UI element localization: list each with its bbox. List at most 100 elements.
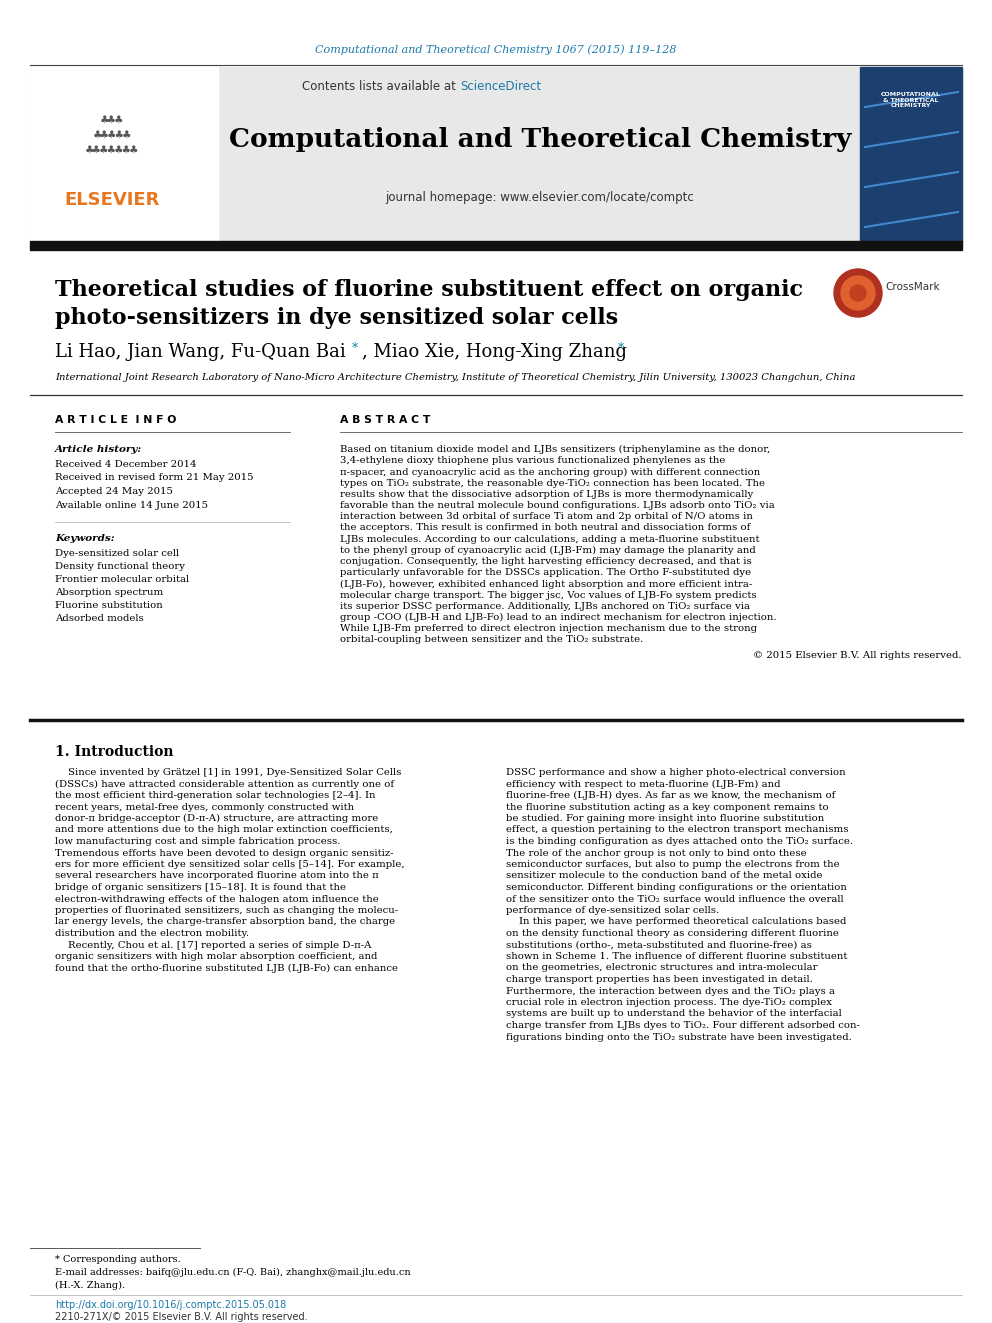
Text: shown in Scheme 1. The influence of different fluorine substituent: shown in Scheme 1. The influence of diff… xyxy=(506,953,847,960)
Text: interaction between 3d orbital of surface Ti atom and 2p orbital of N/O atoms in: interaction between 3d orbital of surfac… xyxy=(340,512,753,521)
Bar xyxy=(860,67,962,242)
Text: on the density functional theory as considering different fluorine: on the density functional theory as cons… xyxy=(506,929,839,938)
Text: Computational and Theoretical Chemistry: Computational and Theoretical Chemistry xyxy=(229,127,851,152)
Text: semiconductor surfaces, but also to pump the electrons from the: semiconductor surfaces, but also to pump… xyxy=(506,860,839,869)
Text: Received in revised form 21 May 2015: Received in revised form 21 May 2015 xyxy=(55,474,254,483)
Text: particularly unfavorable for the DSSCs application. The Ortho F-substituted dye: particularly unfavorable for the DSSCs a… xyxy=(340,568,751,577)
Text: distribution and the electron mobility.: distribution and the electron mobility. xyxy=(55,929,249,938)
Text: several researchers have incorporated fluorine atom into the π: several researchers have incorporated fl… xyxy=(55,872,379,881)
Circle shape xyxy=(834,269,882,318)
Text: group -COO (LJB-H and LJB-Fo) lead to an indirect mechanism for electron injecti: group -COO (LJB-H and LJB-Fo) lead to an… xyxy=(340,613,777,622)
Text: (H.-X. Zhang).: (H.-X. Zhang). xyxy=(55,1281,125,1290)
Text: charge transfer from LJBs dyes to TiO₂. Four different adsorbed con-: charge transfer from LJBs dyes to TiO₂. … xyxy=(506,1021,860,1031)
Text: charge transport properties has been investigated in detail.: charge transport properties has been inv… xyxy=(506,975,812,984)
Text: the acceptors. This result is confirmed in both neutral and dissociation forms o: the acceptors. This result is confirmed … xyxy=(340,524,750,532)
Text: Contents lists available at: Contents lists available at xyxy=(303,81,460,94)
Text: properties of fluorinated sensitizers, such as changing the molecu-: properties of fluorinated sensitizers, s… xyxy=(55,906,398,916)
Text: π-spacer, and cyanoacrylic acid as the anchoring group) with different connectio: π-spacer, and cyanoacrylic acid as the a… xyxy=(340,467,760,476)
Text: its superior DSSC performance. Additionally, LJBs anchored on TiO₂ surface via: its superior DSSC performance. Additiona… xyxy=(340,602,750,611)
Text: effect, a question pertaining to the electron transport mechanisms: effect, a question pertaining to the ele… xyxy=(506,826,848,835)
Text: http://dx.doi.org/10.1016/j.comptc.2015.05.018: http://dx.doi.org/10.1016/j.comptc.2015.… xyxy=(55,1301,287,1310)
Text: fluorine-free (LJB-H) dyes. As far as we know, the mechanism of: fluorine-free (LJB-H) dyes. As far as we… xyxy=(506,791,835,800)
Bar xyxy=(30,67,218,242)
Circle shape xyxy=(841,277,875,310)
Text: Dye-sensitized solar cell: Dye-sensitized solar cell xyxy=(55,549,180,558)
Text: ELSEVIER: ELSEVIER xyxy=(64,191,160,209)
Text: LJBs molecules. According to our calculations, adding a meta-fluorine substituen: LJBs molecules. According to our calcula… xyxy=(340,534,760,544)
Text: bridge of organic sensitizers [15–18]. It is found that the: bridge of organic sensitizers [15–18]. I… xyxy=(55,882,346,892)
Text: 1. Introduction: 1. Introduction xyxy=(55,745,174,759)
Text: Accepted 24 May 2015: Accepted 24 May 2015 xyxy=(55,487,173,496)
Text: While LJB-Fm preferred to direct electron injection mechanism due to the strong: While LJB-Fm preferred to direct electro… xyxy=(340,624,757,634)
Text: and more attentions due to the high molar extinction coefficients,: and more attentions due to the high mola… xyxy=(55,826,393,835)
Text: substitutions (ortho-, meta-substituted and fluorine-free) as: substitutions (ortho-, meta-substituted … xyxy=(506,941,811,950)
Text: favorable than the neutral molecule bound configurations. LJBs adsorb onto TiO₂ : favorable than the neutral molecule boun… xyxy=(340,501,775,509)
Text: systems are built up to understand the behavior of the interfacial: systems are built up to understand the b… xyxy=(506,1009,842,1019)
Text: lar energy levels, the charge-transfer absorption band, the charge: lar energy levels, the charge-transfer a… xyxy=(55,917,395,926)
Text: types on TiO₂ substrate, the reasonable dye-TiO₂ connection has been located. Th: types on TiO₂ substrate, the reasonable … xyxy=(340,479,765,488)
Text: In this paper, we have performed theoretical calculations based: In this paper, we have performed theoret… xyxy=(506,917,846,926)
Text: be studied. For gaining more insight into fluorine substitution: be studied. For gaining more insight int… xyxy=(506,814,824,823)
Text: Li Hao, Jian Wang, Fu-Quan Bai: Li Hao, Jian Wang, Fu-Quan Bai xyxy=(55,343,346,361)
Text: Furthermore, the interaction between dyes and the TiO₂ plays a: Furthermore, the interaction between dye… xyxy=(506,987,835,995)
Text: Frontier molecular orbital: Frontier molecular orbital xyxy=(55,576,189,583)
Text: molecular charge transport. The bigger jsc, Voc values of LJB-Fo system predicts: molecular charge transport. The bigger j… xyxy=(340,590,757,599)
Text: low manufacturing cost and simple fabrication process.: low manufacturing cost and simple fabric… xyxy=(55,837,340,845)
Text: efficiency with respect to meta-fluorine (LJB-Fm) and: efficiency with respect to meta-fluorine… xyxy=(506,779,781,789)
Text: Fluorine substitution: Fluorine substitution xyxy=(55,601,163,610)
Text: Theoretical studies of fluorine substituent effect on organic: Theoretical studies of fluorine substitu… xyxy=(55,279,803,302)
Bar xyxy=(30,241,962,250)
Text: * Corresponding authors.: * Corresponding authors. xyxy=(55,1256,181,1263)
Text: Based on titanium dioxide model and LJBs sensitizers (triphenylamine as the dono: Based on titanium dioxide model and LJBs… xyxy=(340,445,770,454)
Text: semiconductor. Different binding configurations or the orientation: semiconductor. Different binding configu… xyxy=(506,882,847,892)
Text: Article history:: Article history: xyxy=(55,445,142,454)
Text: (DSSCs) have attracted considerable attention as currently one of: (DSSCs) have attracted considerable atte… xyxy=(55,779,394,789)
Text: is the binding configuration as dyes attached onto the TiO₂ surface.: is the binding configuration as dyes att… xyxy=(506,837,853,845)
Text: on the geometries, electronic structures and intra-molecular: on the geometries, electronic structures… xyxy=(506,963,817,972)
Text: Computational and Theoretical Chemistry 1067 (2015) 119–128: Computational and Theoretical Chemistry … xyxy=(315,45,677,56)
Text: orbital-coupling between sensitizer and the TiO₂ substrate.: orbital-coupling between sensitizer and … xyxy=(340,635,644,644)
Text: the fluorine substitution acting as a key component remains to: the fluorine substitution acting as a ke… xyxy=(506,803,828,811)
Text: DSSC performance and show a higher photo-electrical conversion: DSSC performance and show a higher photo… xyxy=(506,767,845,777)
Text: , Miao Xie, Hong-Xing Zhang: , Miao Xie, Hong-Xing Zhang xyxy=(362,343,627,361)
Text: figurations binding onto the TiO₂ substrate have been investigated.: figurations binding onto the TiO₂ substr… xyxy=(506,1032,852,1041)
Text: conjugation. Consequently, the light harvesting efficiency decreased, and that i: conjugation. Consequently, the light har… xyxy=(340,557,752,566)
Text: *: * xyxy=(352,341,358,355)
Bar xyxy=(30,67,962,242)
Text: organic sensitizers with high molar absorption coefficient, and: organic sensitizers with high molar abso… xyxy=(55,953,377,960)
Text: Since invented by Grätzel [1] in 1991, Dye-Sensitized Solar Cells: Since invented by Grätzel [1] in 1991, D… xyxy=(55,767,402,777)
Text: crucial role in electron injection process. The dye-TiO₂ complex: crucial role in electron injection proce… xyxy=(506,998,832,1007)
Circle shape xyxy=(850,284,866,302)
Text: ScienceDirect: ScienceDirect xyxy=(460,81,541,94)
Text: sensitizer molecule to the conduction band of the metal oxide: sensitizer molecule to the conduction ba… xyxy=(506,872,822,881)
Text: donor-π bridge-acceptor (D-π-A) structure, are attracting more: donor-π bridge-acceptor (D-π-A) structur… xyxy=(55,814,378,823)
Text: CrossMark: CrossMark xyxy=(885,282,939,292)
Text: A B S T R A C T: A B S T R A C T xyxy=(340,415,431,425)
Text: Received 4 December 2014: Received 4 December 2014 xyxy=(55,460,196,468)
Text: Available online 14 June 2015: Available online 14 June 2015 xyxy=(55,500,208,509)
Text: The role of the anchor group is not only to bind onto these: The role of the anchor group is not only… xyxy=(506,848,806,857)
Text: A R T I C L E  I N F O: A R T I C L E I N F O xyxy=(55,415,177,425)
Text: results show that the dissociative adsorption of LJBs is more thermodynamically: results show that the dissociative adsor… xyxy=(340,490,753,499)
Text: *: * xyxy=(618,341,624,355)
Text: the most efficient third-generation solar technologies [2–4]. In: the most efficient third-generation sola… xyxy=(55,791,376,800)
Text: found that the ortho-fluorine substituted LJB (LJB-Fo) can enhance: found that the ortho-fluorine substitute… xyxy=(55,963,398,972)
Text: recent years, metal-free dyes, commonly constructed with: recent years, metal-free dyes, commonly … xyxy=(55,803,354,811)
Text: E-mail addresses: baifq@jlu.edu.cn (F-Q. Bai), zhanghx@mail.jlu.edu.cn: E-mail addresses: baifq@jlu.edu.cn (F-Q.… xyxy=(55,1267,411,1277)
Text: Recently, Chou et al. [17] reported a series of simple D-π-A: Recently, Chou et al. [17] reported a se… xyxy=(55,941,371,950)
Text: to the phenyl group of cyanoacrylic acid (LJB-Fm) may damage the planarity and: to the phenyl group of cyanoacrylic acid… xyxy=(340,546,756,554)
Text: © 2015 Elsevier B.V. All rights reserved.: © 2015 Elsevier B.V. All rights reserved… xyxy=(753,651,962,660)
Text: performance of dye-sensitized solar cells.: performance of dye-sensitized solar cell… xyxy=(506,906,719,916)
Text: photo-sensitizers in dye sensitized solar cells: photo-sensitizers in dye sensitized sola… xyxy=(55,307,618,329)
Text: ♣♣♣
♣♣♣♣♣
♣♣♣♣♣♣♣: ♣♣♣ ♣♣♣♣♣ ♣♣♣♣♣♣♣ xyxy=(85,114,138,156)
Text: ers for more efficient dye sensitized solar cells [5–14]. For example,: ers for more efficient dye sensitized so… xyxy=(55,860,405,869)
Text: Density functional theory: Density functional theory xyxy=(55,562,185,572)
Text: 2210-271X/© 2015 Elsevier B.V. All rights reserved.: 2210-271X/© 2015 Elsevier B.V. All right… xyxy=(55,1312,308,1322)
Text: 3,4-ethylene dioxy thiophene plus various functionalized phenylenes as the: 3,4-ethylene dioxy thiophene plus variou… xyxy=(340,456,725,466)
Text: Absorption spectrum: Absorption spectrum xyxy=(55,587,164,597)
Text: COMPUTATIONAL
& THEORETICAL
CHEMISTRY: COMPUTATIONAL & THEORETICAL CHEMISTRY xyxy=(881,91,941,108)
Text: electron-withdrawing effects of the halogen atom influence the: electron-withdrawing effects of the halo… xyxy=(55,894,379,904)
Text: Keywords:: Keywords: xyxy=(55,534,115,542)
Text: Tremendous efforts have been devoted to design organic sensitiz-: Tremendous efforts have been devoted to … xyxy=(55,848,394,857)
Text: (LJB-Fo), however, exhibited enhanced light absorption and more efficient intra-: (LJB-Fo), however, exhibited enhanced li… xyxy=(340,579,752,589)
